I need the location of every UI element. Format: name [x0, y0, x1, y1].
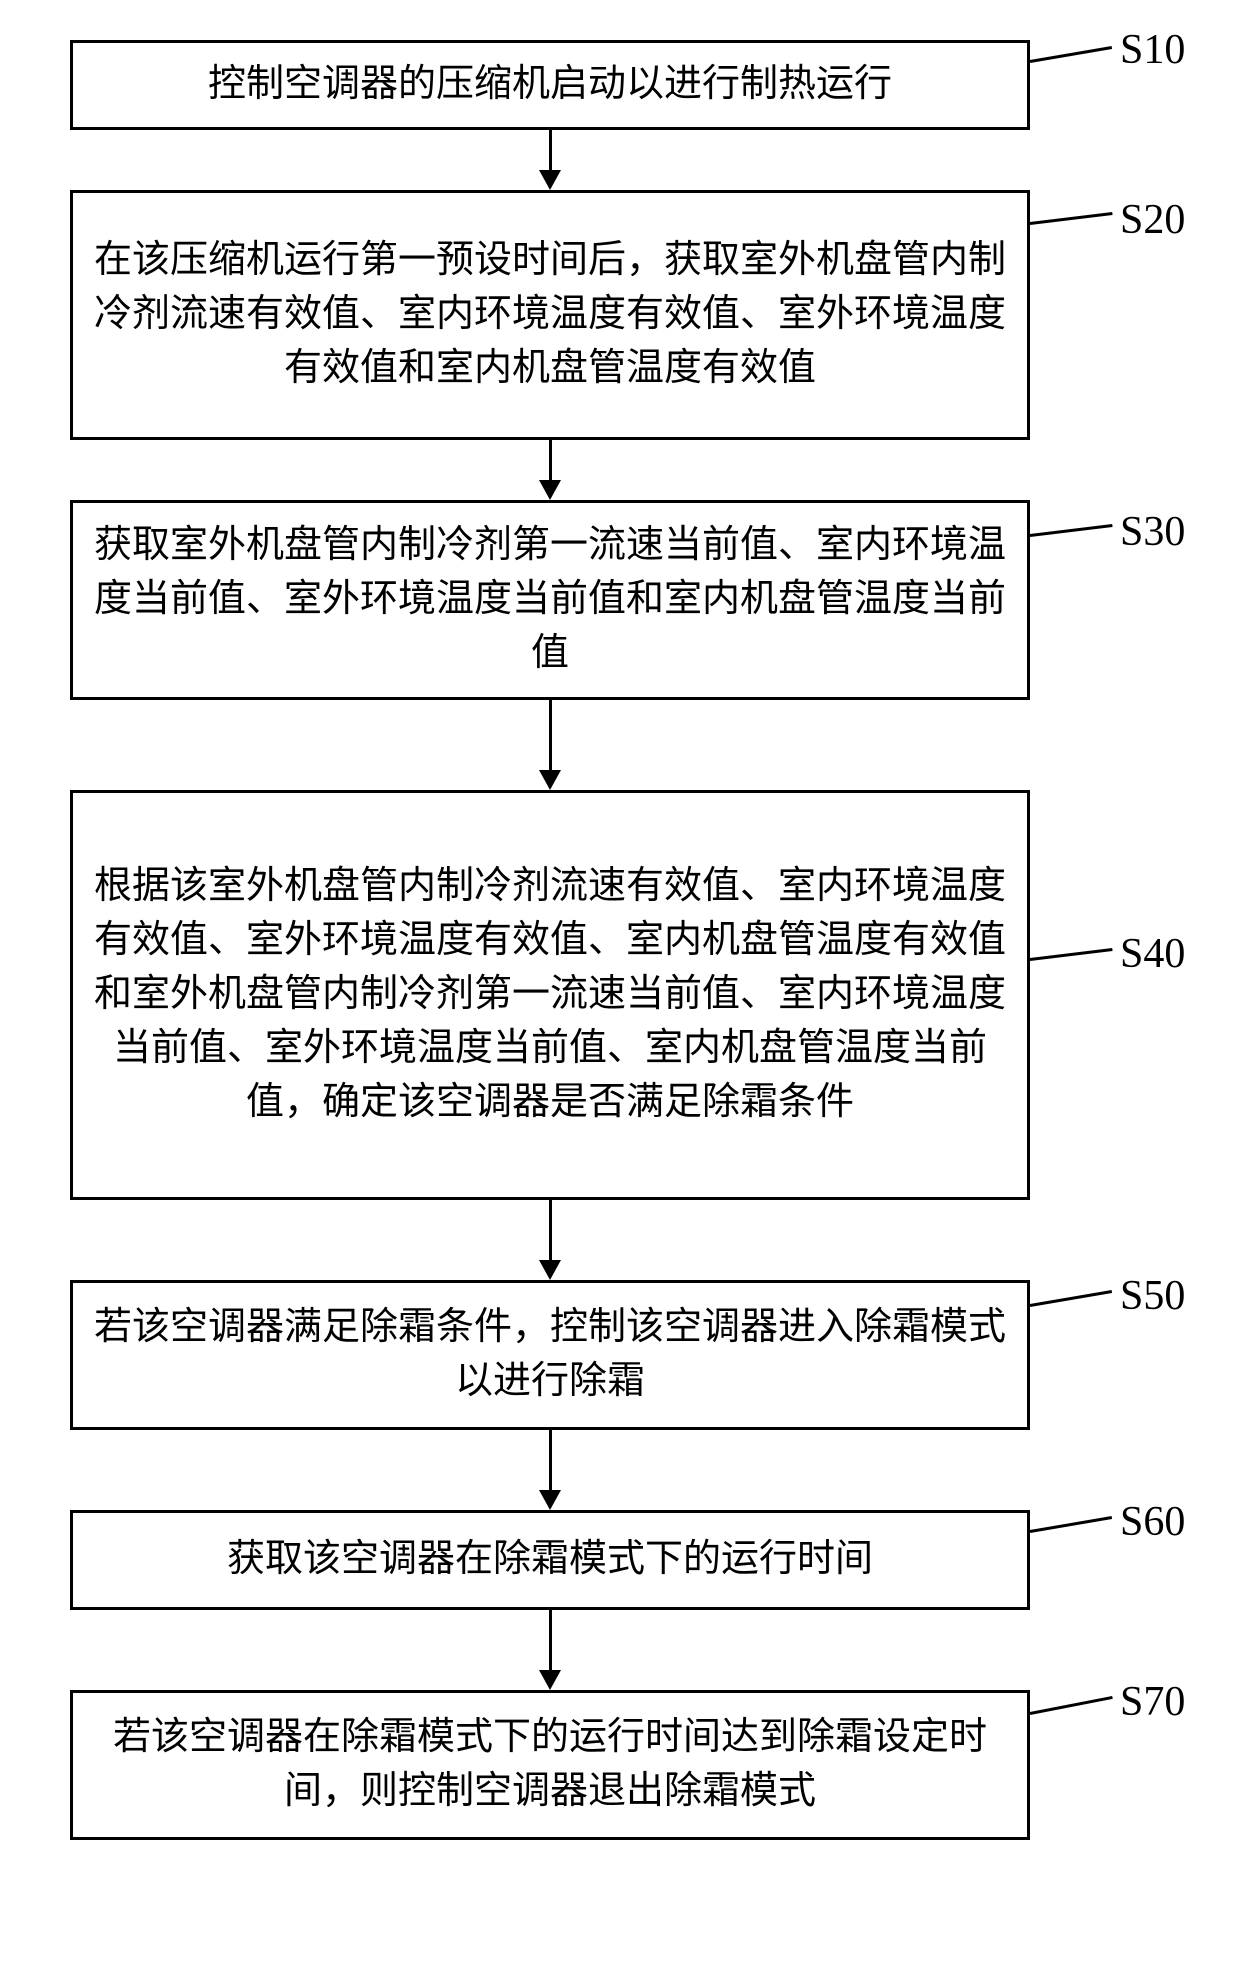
step-text: 若该空调器在除霜模式下的运行时间达到除霜设定时间，则控制空调器退出除霜模式: [93, 1711, 1007, 1819]
arrow-shaft: [549, 700, 552, 772]
step-box-s60: 获取该空调器在除霜模式下的运行时间: [70, 1510, 1030, 1610]
step-label-s60: S60: [1120, 1498, 1185, 1546]
lead-line: [1030, 1290, 1112, 1307]
arrow-head-icon: [539, 770, 561, 790]
arrow-head-icon: [539, 1260, 561, 1280]
step-label-s10: S10: [1120, 26, 1185, 74]
step-text: 获取室外机盘管内制冷剂第一流速当前值、室内环境温度当前值、室外环境温度当前值和室…: [93, 519, 1007, 681]
lead-line: [1030, 1696, 1113, 1715]
step-text: 根据该室外机盘管内制冷剂流速有效值、室内环境温度有效值、室外环境温度有效值、室内…: [93, 860, 1007, 1130]
arrow-shaft: [549, 440, 552, 482]
step-box-s50: 若该空调器满足除霜条件，控制该空调器进入除霜模式以进行除霜: [70, 1280, 1030, 1430]
arrow-shaft: [549, 1430, 552, 1492]
arrow-shaft: [549, 1610, 552, 1672]
lead-line: [1030, 212, 1112, 225]
lead-line: [1030, 948, 1112, 961]
step-text: 在该压缩机运行第一预设时间后，获取室外机盘管内制冷剂流速有效值、室内环境温度有效…: [93, 234, 1007, 396]
step-box-s30: 获取室外机盘管内制冷剂第一流速当前值、室内环境温度当前值、室外环境温度当前值和室…: [70, 500, 1030, 700]
arrow-head-icon: [539, 170, 561, 190]
step-box-s40: 根据该室外机盘管内制冷剂流速有效值、室内环境温度有效值、室外环境温度有效值、室内…: [70, 790, 1030, 1200]
arrow-shaft: [549, 130, 552, 172]
arrow-head-icon: [539, 480, 561, 500]
lead-line: [1030, 524, 1112, 537]
step-label-s20: S20: [1120, 196, 1185, 244]
step-text: 获取该空调器在除霜模式下的运行时间: [227, 1533, 873, 1587]
arrow-shaft: [549, 1200, 552, 1262]
step-box-s20: 在该压缩机运行第一预设时间后，获取室外机盘管内制冷剂流速有效值、室内环境温度有效…: [70, 190, 1030, 440]
lead-line: [1030, 1516, 1112, 1533]
step-box-s70: 若该空调器在除霜模式下的运行时间达到除霜设定时间，则控制空调器退出除霜模式: [70, 1690, 1030, 1840]
step-label-s70: S70: [1120, 1678, 1185, 1726]
step-label-s30: S30: [1120, 508, 1185, 556]
flowchart-canvas: 控制空调器的压缩机启动以进行制热运行 S10 在该压缩机运行第一预设时间后，获取室外…: [0, 0, 1240, 1982]
step-label-s50: S50: [1120, 1272, 1185, 1320]
step-text: 控制空调器的压缩机启动以进行制热运行: [208, 58, 892, 112]
step-text: 若该空调器满足除霜条件，控制该空调器进入除霜模式以进行除霜: [93, 1301, 1007, 1409]
step-label-s40: S40: [1120, 930, 1185, 978]
step-box-s10: 控制空调器的压缩机启动以进行制热运行: [70, 40, 1030, 130]
lead-line: [1030, 46, 1112, 63]
arrow-head-icon: [539, 1490, 561, 1510]
arrow-head-icon: [539, 1670, 561, 1690]
